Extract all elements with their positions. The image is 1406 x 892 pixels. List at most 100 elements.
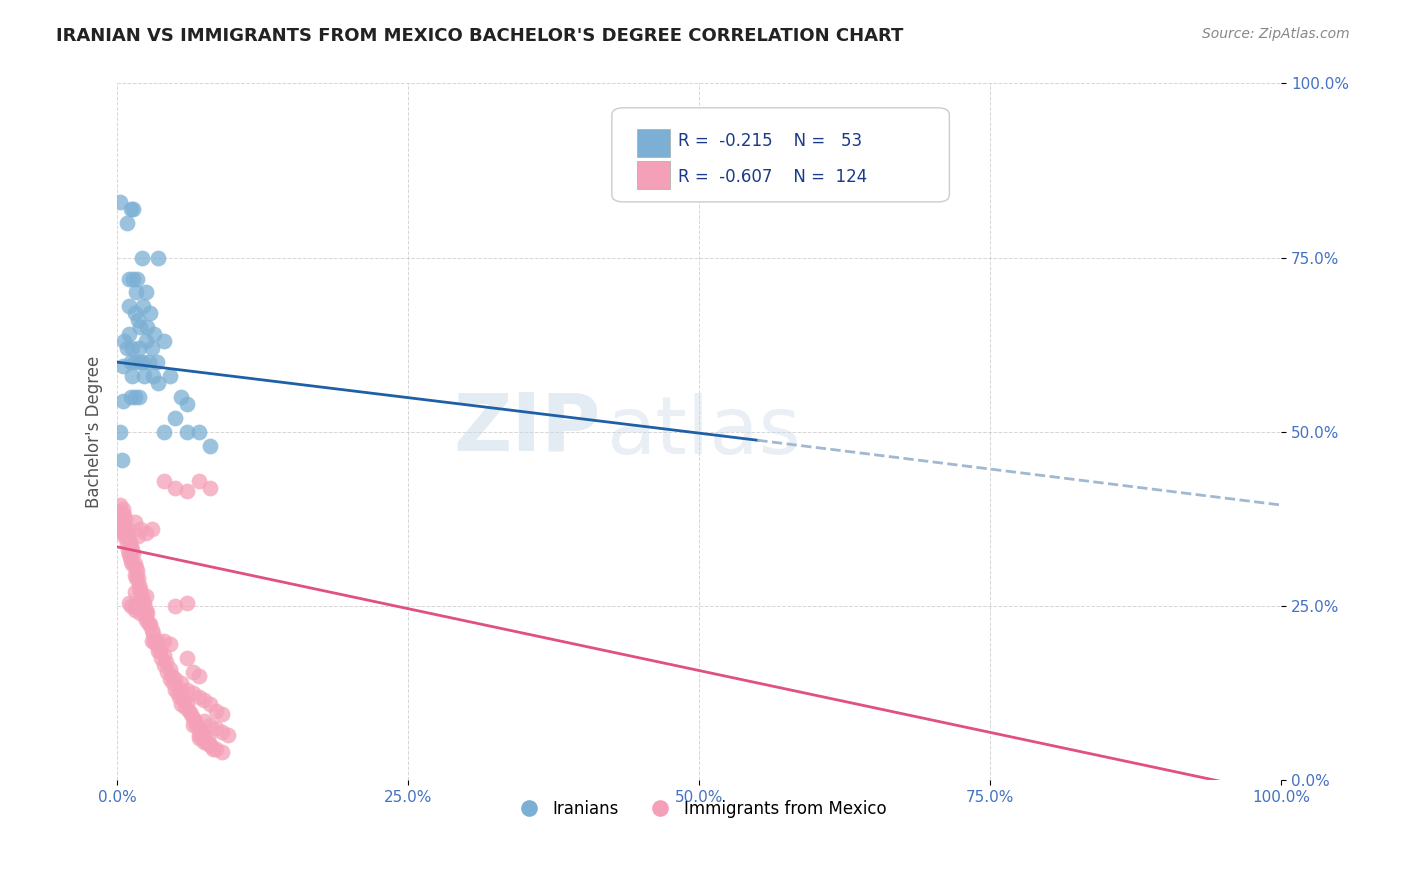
Point: [108, 194, 131, 209]
Point: [112, 529, 135, 543]
Point: [138, 616, 160, 631]
Point: [120, 554, 142, 568]
Point: [205, 721, 228, 735]
Point: [167, 690, 190, 704]
Point: [124, 567, 146, 582]
Text: R =  -0.607    N =  124: R = -0.607 N = 124: [678, 169, 868, 186]
Point: [115, 536, 138, 550]
Point: [181, 717, 204, 731]
Point: [121, 369, 143, 384]
Point: [120, 202, 142, 216]
Point: [176, 484, 198, 499]
Point: [120, 599, 142, 613]
Point: [165, 411, 187, 425]
Point: [170, 675, 193, 690]
Point: [128, 578, 150, 592]
Point: [118, 550, 141, 565]
Point: [200, 697, 222, 711]
Point: [132, 369, 155, 384]
Point: [120, 390, 142, 404]
Point: [135, 602, 157, 616]
Point: [138, 355, 160, 369]
Point: [165, 481, 187, 495]
Point: [191, 731, 214, 746]
Point: [142, 369, 165, 384]
Point: [176, 596, 198, 610]
Point: [135, 589, 157, 603]
Point: [181, 686, 204, 700]
Point: [211, 746, 233, 760]
Point: [143, 327, 166, 342]
Point: [201, 742, 224, 756]
Point: [200, 739, 222, 753]
Point: [162, 675, 184, 690]
Point: [111, 525, 134, 540]
Point: [117, 543, 139, 558]
Text: R =  -0.215    N =   53: R = -0.215 N = 53: [678, 132, 862, 150]
Point: [111, 452, 134, 467]
Point: [121, 341, 143, 355]
Point: [193, 714, 215, 728]
Point: [159, 672, 181, 686]
Point: [122, 271, 145, 285]
Point: [155, 655, 177, 669]
FancyBboxPatch shape: [612, 108, 949, 202]
Point: [211, 724, 233, 739]
Point: [200, 717, 222, 731]
Point: [112, 519, 135, 533]
Point: [193, 735, 215, 749]
Point: [129, 596, 152, 610]
Y-axis label: Bachelor's Degree: Bachelor's Degree: [86, 356, 103, 508]
Point: [181, 665, 204, 680]
Point: [135, 609, 157, 624]
Point: [205, 742, 228, 756]
Point: [141, 341, 163, 355]
Point: [165, 682, 187, 697]
Point: [176, 682, 198, 697]
Point: [184, 714, 207, 728]
Point: [129, 320, 152, 334]
Point: [112, 334, 135, 349]
Point: [205, 704, 228, 718]
Point: [124, 306, 146, 320]
Point: [125, 571, 148, 585]
Point: [160, 669, 183, 683]
Point: [114, 525, 136, 540]
Point: [173, 693, 195, 707]
Point: [181, 710, 204, 724]
Point: [111, 512, 134, 526]
Point: [120, 540, 142, 554]
Point: [124, 599, 146, 613]
Point: [127, 313, 149, 327]
Point: [135, 613, 157, 627]
Point: [127, 529, 149, 543]
Point: [129, 585, 152, 599]
Point: [176, 425, 198, 439]
Point: [159, 662, 181, 676]
Point: [117, 529, 139, 543]
Point: [149, 644, 172, 658]
Point: [135, 285, 157, 300]
Point: [111, 516, 134, 530]
Point: [111, 501, 134, 516]
Point: [170, 697, 193, 711]
Text: IRANIAN VS IMMIGRANTS FROM MEXICO BACHELOR'S DEGREE CORRELATION CHART: IRANIAN VS IMMIGRANTS FROM MEXICO BACHEL…: [56, 27, 904, 45]
Point: [146, 251, 169, 265]
Point: [112, 508, 135, 523]
Point: [200, 739, 222, 753]
Point: [180, 707, 202, 722]
Point: [110, 505, 132, 519]
Point: [143, 634, 166, 648]
FancyBboxPatch shape: [637, 161, 671, 189]
Legend: Iranians, Immigrants from Mexico: Iranians, Immigrants from Mexico: [506, 793, 893, 824]
Point: [135, 525, 157, 540]
Point: [131, 251, 153, 265]
Point: [152, 425, 174, 439]
Point: [145, 355, 167, 369]
Point: [170, 390, 193, 404]
Text: Source: ZipAtlas.com: Source: ZipAtlas.com: [1202, 27, 1350, 41]
Point: [141, 523, 163, 537]
Point: [122, 202, 145, 216]
Point: [211, 707, 233, 722]
Point: [114, 512, 136, 526]
